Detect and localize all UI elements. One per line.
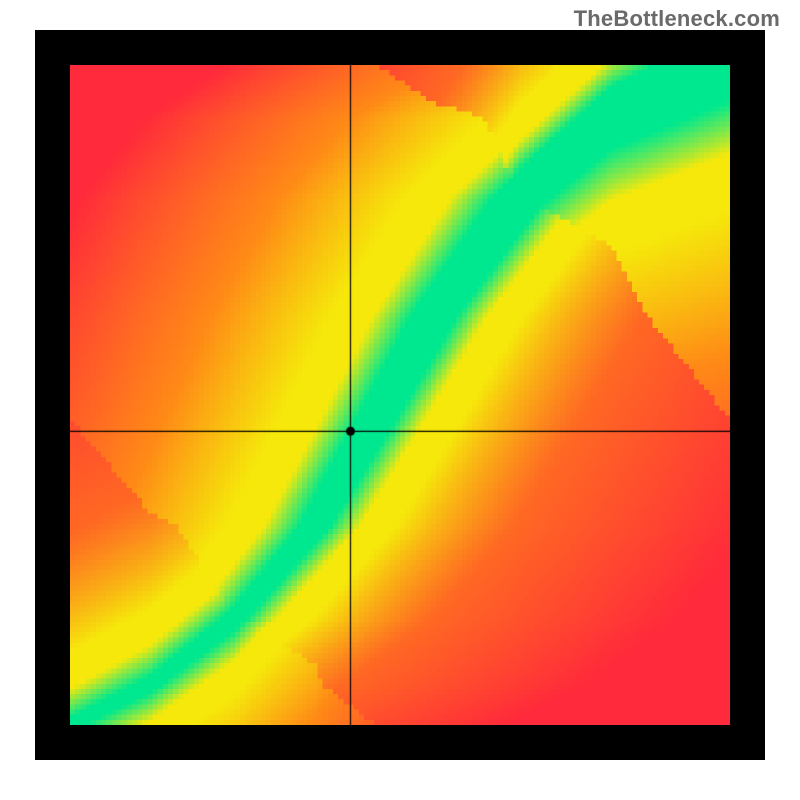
- watermark-text: TheBottleneck.com: [574, 6, 780, 32]
- plot-frame: [35, 30, 765, 760]
- crosshair-overlay: [70, 65, 730, 725]
- chart-container: TheBottleneck.com: [0, 0, 800, 800]
